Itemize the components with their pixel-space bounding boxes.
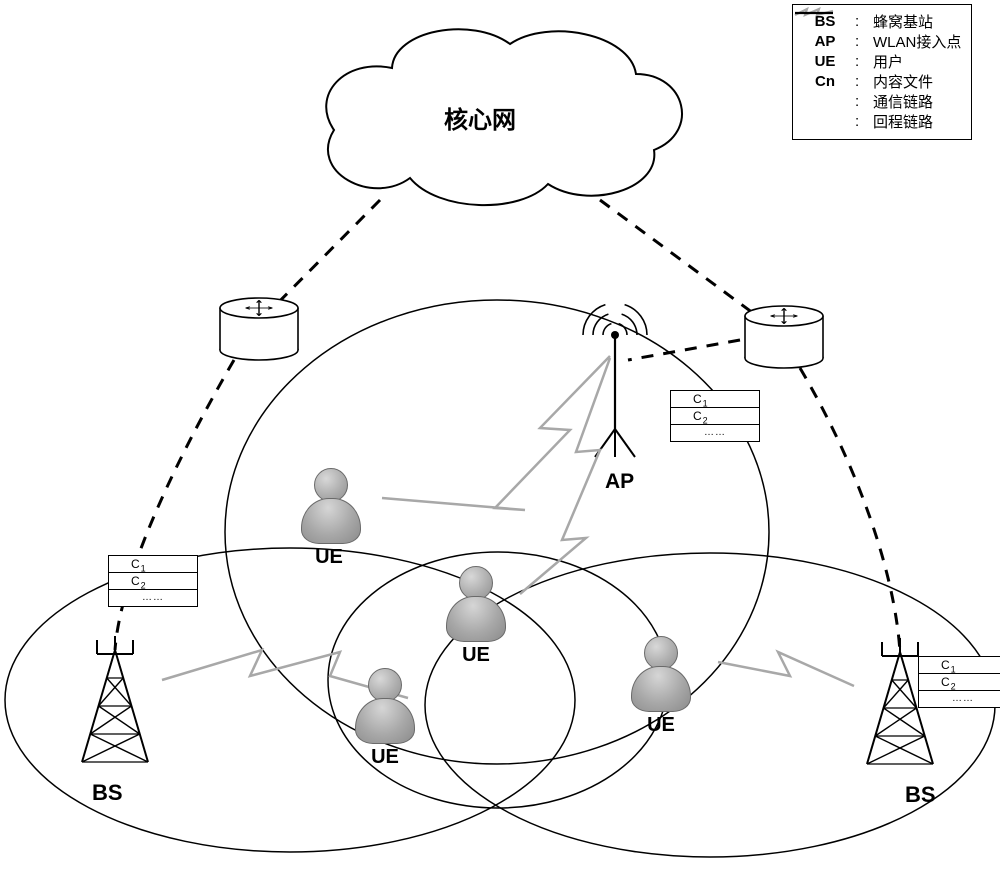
- cache-ap-row3: ……: [671, 425, 759, 441]
- legend-text-4: 通信链路: [873, 91, 933, 112]
- backhaul-router-bs-right: [800, 368, 900, 652]
- bs-left: [82, 636, 148, 762]
- ue-ue1: UE: [301, 468, 361, 569]
- ue-head-icon: [459, 566, 493, 600]
- ue-ue4: UE: [631, 636, 691, 737]
- comm-link-3: [718, 652, 854, 686]
- legend-row-2: UE: 用户: [803, 51, 961, 71]
- legend-sym-1: AP: [815, 33, 836, 50]
- router-left: [220, 298, 298, 360]
- cache-bs-left-row1: C1: [109, 556, 197, 573]
- legend-colon-2: :: [855, 53, 865, 70]
- legend-text-1: WLAN接入点: [873, 31, 961, 52]
- comm-link-0: [382, 356, 610, 510]
- legend-sym-2: UE: [815, 53, 836, 70]
- ue-head-icon: [314, 468, 348, 502]
- ue-label: UE: [355, 746, 415, 769]
- ue-label: UE: [631, 714, 691, 737]
- core-network-label: 核心网: [444, 106, 516, 134]
- ue-label: UE: [297, 546, 361, 569]
- access-point: [583, 305, 647, 457]
- coverage-bs_right: [425, 553, 995, 857]
- legend-row-5: : 回程链路: [803, 111, 961, 131]
- cache-bs-left: C1C2……: [108, 555, 198, 607]
- cache-ap: C1C2……: [670, 390, 760, 442]
- cache-ap-row1: C1: [671, 391, 759, 408]
- legend-box: BS:蜂窝基站AP:WLAN接入点UE:用户Cn:内容文件 :通信链路 :回程链…: [792, 4, 972, 140]
- legend-colon-3: :: [855, 73, 865, 90]
- ue-body-icon: [446, 596, 506, 642]
- cache-bs-left-row3: ……: [109, 590, 197, 606]
- cache-bs-right-row3: ……: [919, 691, 1000, 707]
- diagram-canvas: 核心网BSBSAP UEUEUEUE C1C2……C1C2……C1C2…… BS…: [0, 0, 1000, 871]
- router-right: [745, 306, 823, 368]
- ue-body-icon: [631, 666, 691, 712]
- legend-colon-0: :: [855, 13, 865, 30]
- backhaul-router-ap: [628, 340, 740, 360]
- ue-body-icon: [355, 698, 415, 744]
- cache-bs-right: C1C2……: [918, 656, 1000, 708]
- ue-ue3: UE: [355, 668, 415, 769]
- legend-colon-5: :: [855, 113, 865, 130]
- legend-colon-1: :: [855, 33, 865, 50]
- legend-text-5: 回程链路: [873, 111, 933, 132]
- ue-head-icon: [368, 668, 402, 702]
- legend-line-icon: [793, 5, 835, 21]
- legend-text-0: 蜂窝基站: [873, 11, 933, 32]
- legend-colon-4: :: [855, 93, 865, 110]
- ue-label: UE: [446, 644, 506, 667]
- bs-left-label: BS: [92, 780, 123, 805]
- cache-bs-right-row1: C1: [919, 657, 1000, 674]
- ue-head-icon: [644, 636, 678, 670]
- cache-bs-right-row2: C2: [919, 674, 1000, 691]
- legend-row-1: AP: WLAN接入点: [803, 31, 961, 51]
- legend-row-4: : 通信链路: [803, 91, 961, 111]
- legend-text-3: 内容文件: [873, 71, 933, 92]
- legend-row-3: Cn: 内容文件: [803, 71, 961, 91]
- bs-right-label: BS: [905, 782, 936, 807]
- cache-ap-row2: C2: [671, 408, 759, 425]
- legend-text-2: 用户: [873, 51, 903, 72]
- legend-sym-3: Cn: [815, 73, 835, 90]
- comm-link-1: [520, 358, 610, 594]
- ue-body-icon: [301, 498, 361, 544]
- ue-ue2: UE: [446, 566, 506, 667]
- cache-bs-left-row2: C2: [109, 573, 197, 590]
- ap-label: AP: [605, 470, 634, 493]
